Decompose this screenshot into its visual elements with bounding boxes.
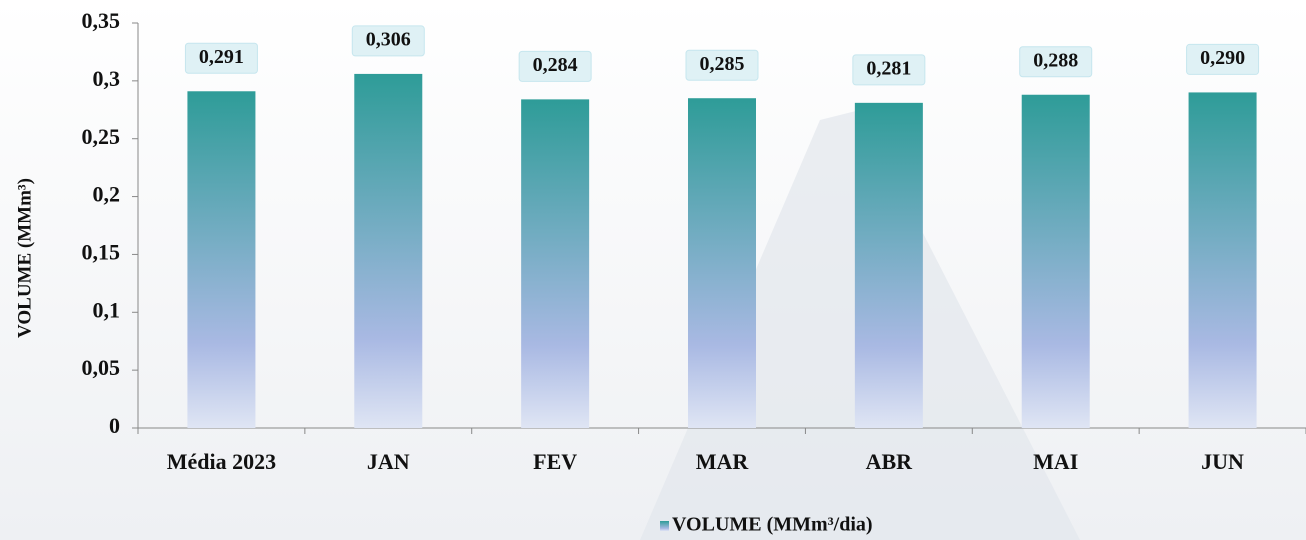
legend-swatch bbox=[660, 521, 669, 531]
legend-label: VOLUME (MMm³/dia) bbox=[672, 514, 873, 536]
y-axis-title: VOLUME (MMm³) bbox=[14, 178, 35, 338]
y-tick-label: 0,35 bbox=[82, 8, 121, 33]
x-tick-label: Média 2023 bbox=[167, 449, 276, 474]
value-label: 0,288 bbox=[1033, 49, 1078, 71]
value-label: 0,281 bbox=[866, 57, 911, 79]
y-tick-label: 0,05 bbox=[82, 355, 121, 380]
bar bbox=[354, 74, 422, 428]
value-label: 0,290 bbox=[1200, 47, 1245, 69]
bar bbox=[1022, 95, 1090, 428]
chart: VOLUME (MMm³) 0 0,05 0,1 0,15 0,2 0,25 0,3 0,35… bbox=[0, 0, 1306, 540]
value-label: 0,285 bbox=[700, 53, 745, 75]
bar bbox=[855, 103, 923, 428]
y-tick-label: 0,25 bbox=[82, 124, 121, 149]
y-tick-label: 0,15 bbox=[82, 239, 121, 264]
y-tick-label: 0 bbox=[109, 413, 120, 438]
x-tick-label: JAN bbox=[367, 449, 410, 474]
value-label: 0,291 bbox=[199, 46, 244, 68]
bar bbox=[521, 99, 589, 428]
x-tick-label: MAR bbox=[696, 449, 750, 474]
bar bbox=[187, 91, 255, 428]
value-label: 0,306 bbox=[366, 29, 411, 51]
x-tick-label: JUN bbox=[1201, 449, 1244, 474]
x-tick-label: FEV bbox=[533, 449, 577, 474]
y-tick-label: 0,1 bbox=[93, 297, 121, 322]
value-label: 0,284 bbox=[533, 54, 578, 76]
y-tick-label: 0,2 bbox=[93, 182, 121, 207]
y-tick-label: 0,3 bbox=[93, 66, 121, 91]
bar bbox=[688, 98, 756, 428]
page: VOLUME (MMm³) 0 0,05 0,1 0,15 0,2 0,25 0,3 0,35… bbox=[0, 0, 1306, 540]
x-tick-label: MAI bbox=[1033, 449, 1078, 474]
bar bbox=[1189, 92, 1257, 428]
x-tick-label: ABR bbox=[866, 449, 914, 474]
